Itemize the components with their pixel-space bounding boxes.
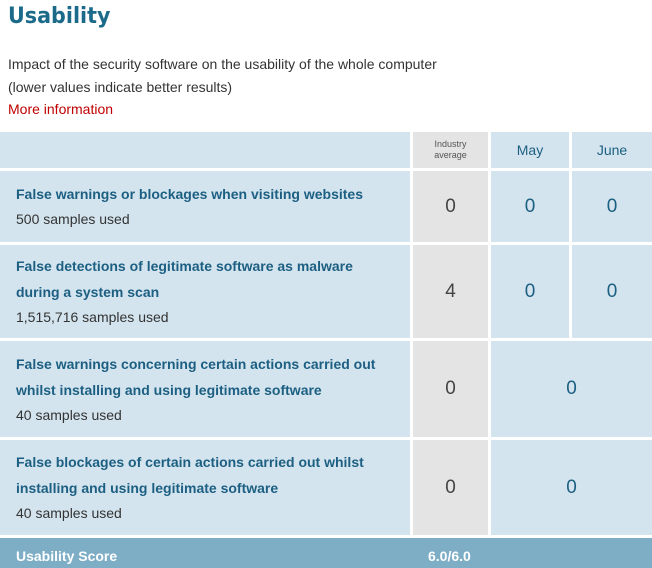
criterion-samples: 1,515,716 samples used [16, 309, 169, 325]
criterion-cell: False warnings concerning certain action… [0, 341, 410, 437]
usability-score-bar: Usability Score 6.0/6.0 [0, 538, 652, 568]
industry-average-value: 0 [413, 341, 488, 437]
criterion-cell: False blockages of certain actions carri… [0, 440, 410, 535]
criterion-title-line-1: False blockages of certain actions carri… [16, 454, 364, 470]
industry-average-value: 4 [413, 245, 488, 338]
criterion-samples: 40 samples used [16, 505, 122, 521]
more-information-link[interactable]: More information [8, 101, 114, 117]
criterion-title-line-1: False warnings concerning certain action… [16, 356, 376, 372]
criterion-cell: False detections of legitimate software … [0, 245, 410, 338]
criterion-title-line-2: installing and using legitimate software [16, 480, 279, 496]
usability-score-value: 6.0/6.0 [428, 548, 471, 564]
column-header-june: June [572, 132, 652, 168]
june-label: June [596, 142, 628, 158]
june-value: 0 [572, 171, 652, 242]
criterion-title-line-2: during a system scan [16, 284, 160, 300]
description-line-1: Impact of the security software on the u… [8, 56, 437, 72]
page-title: Usability [8, 4, 111, 29]
description-line-2: (lower values indicate better results) [8, 79, 233, 95]
may-label: May [516, 142, 544, 158]
column-header-industry-average: Industry average [413, 132, 488, 168]
column-header-may: May [491, 132, 569, 168]
usability-score-label: Usability Score [16, 548, 118, 564]
industry-average-value: 0 [413, 440, 488, 535]
criterion-cell: False warnings or blockages when visitin… [0, 171, 410, 242]
june-value: 0 [572, 245, 652, 338]
combined-month-value: 0 [491, 341, 652, 437]
combined-month-value: 0 [491, 440, 652, 535]
industry-average-value: 0 [413, 171, 488, 242]
criterion-title-line-1: False detections of legitimate software … [16, 258, 353, 274]
industry-average-label: Industry average [434, 139, 467, 160]
criterion-title: False warnings or blockages when visitin… [16, 186, 363, 202]
may-value: 0 [491, 171, 569, 242]
criterion-samples: 40 samples used [16, 407, 122, 423]
criterion-samples: 500 samples used [16, 211, 130, 227]
header-blank-cell [0, 132, 410, 168]
criterion-title-line-2: whilst installing and using legitimate s… [16, 382, 322, 398]
may-value: 0 [491, 245, 569, 338]
